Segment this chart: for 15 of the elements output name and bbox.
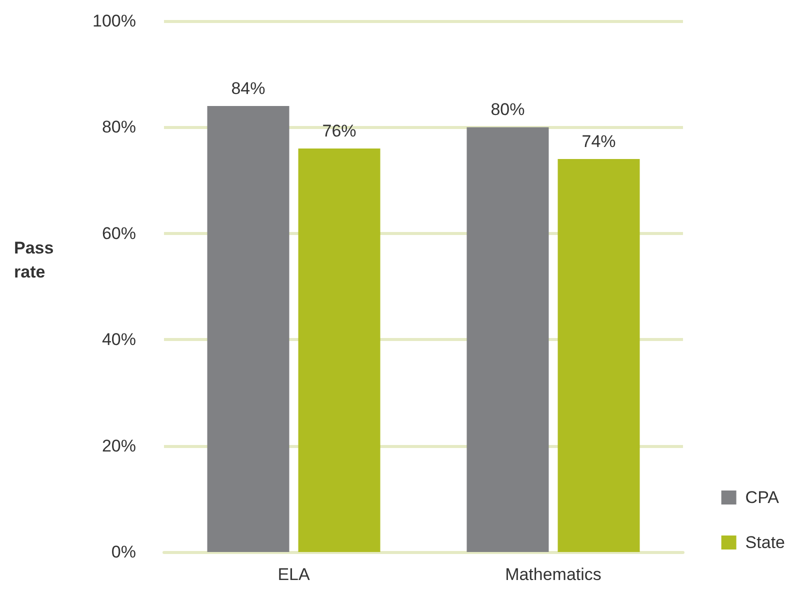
data-label: 74% (582, 132, 616, 152)
legend-label: State (745, 533, 786, 552)
data-label: 84% (231, 78, 266, 98)
data-label: 80% (490, 100, 525, 120)
y-tick-label: 100% (92, 12, 136, 30)
y-tick-label: 80% (102, 118, 136, 137)
y-tick-label: 0% (111, 542, 136, 562)
y-tick-label: 60% (102, 224, 136, 243)
x-tick-label: Mathematics (505, 565, 602, 584)
y-tick-label: 20% (102, 436, 136, 456)
x-tick-label: ELA (278, 565, 310, 584)
legend-label: CPA (745, 488, 780, 507)
y-axis-title: Pass rate (14, 238, 58, 282)
y-tick-label: 40% (102, 330, 136, 350)
data-label: 76% (322, 121, 356, 140)
